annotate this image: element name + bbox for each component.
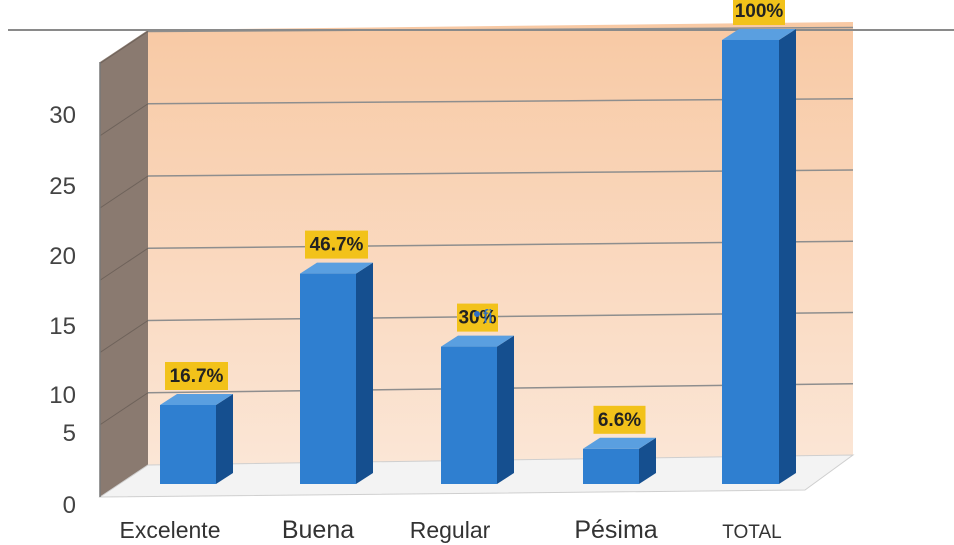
y-tick-label: 10 <box>49 382 76 409</box>
data-label: 30% <box>458 308 496 329</box>
bar-top <box>583 437 656 449</box>
bar <box>583 448 639 484</box>
bars: 16.7% 46.7% 30% 6.6% 100% <box>160 0 796 484</box>
x-tick-label: Pésima <box>574 516 657 544</box>
data-label: 100% <box>735 1 784 22</box>
side-gridline <box>99 392 149 426</box>
legend: fi <box>474 307 493 328</box>
bar-top <box>441 335 514 347</box>
bar-top <box>300 262 373 274</box>
legend-marker <box>474 311 480 317</box>
side-gridline <box>99 247 149 281</box>
data-label-box <box>733 0 785 25</box>
bar-top <box>722 29 796 40</box>
side-gridline <box>99 31 149 64</box>
y-tick-label: 30 <box>49 102 76 129</box>
data-label: 16.7% <box>170 366 224 387</box>
x-axis-labels: Excelente Buena Regular Pésima TOTAL <box>119 516 781 544</box>
data-label-box <box>457 303 498 332</box>
y-tick-label: 5 <box>63 420 76 447</box>
data-label-box <box>593 405 646 434</box>
bar-side <box>356 262 373 484</box>
y-axis-ticks: 0 5 10 15 20 25 30 <box>49 102 76 519</box>
bar-side <box>216 394 233 484</box>
side-gridline <box>99 320 149 353</box>
x-tick-label: Buena <box>282 516 354 544</box>
bar <box>300 273 356 484</box>
data-label: 46.7% <box>310 235 364 256</box>
y-tick-label: 25 <box>49 173 76 200</box>
side-wall <box>100 30 148 497</box>
y-tick-label: 0 <box>63 492 76 519</box>
x-tick-label: Regular <box>410 517 491 543</box>
x-tick-label: Excelente <box>119 517 220 543</box>
data-label: 6.6% <box>598 410 641 431</box>
data-label-box <box>165 362 228 390</box>
side-gridline <box>99 175 149 209</box>
side-gridline <box>99 103 149 137</box>
legend-label: fi <box>483 307 493 328</box>
bar-side <box>779 29 796 484</box>
bar <box>441 346 497 484</box>
y-tick-label: 20 <box>49 243 76 270</box>
bar-side <box>497 335 514 484</box>
bar-top <box>160 394 233 405</box>
x-tick-label: TOTAL <box>722 522 781 543</box>
bar <box>722 40 779 484</box>
bar <box>160 405 216 484</box>
y-tick-label: 15 <box>49 313 76 340</box>
bar-side <box>639 437 656 484</box>
data-label-box <box>305 230 368 259</box>
